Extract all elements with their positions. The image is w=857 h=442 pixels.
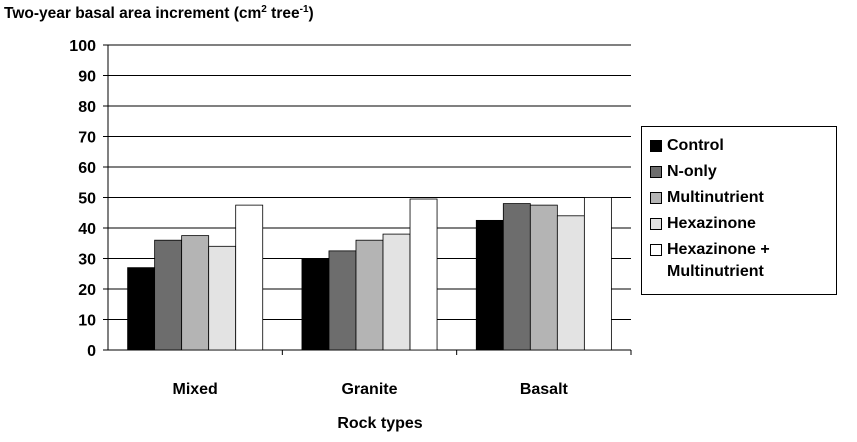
- chart-title-superscript-2: -1: [299, 4, 309, 15]
- x-tick-label: Granite: [341, 381, 397, 398]
- y-tick-label: 80: [78, 99, 96, 116]
- y-tick-label: 20: [78, 282, 96, 299]
- legend-swatch: [650, 192, 662, 204]
- bar: [355, 239, 384, 351]
- legend-swatch: [650, 166, 662, 178]
- bar: [208, 245, 237, 351]
- bar: [583, 197, 612, 351]
- y-tick-label: 0: [87, 343, 96, 360]
- y-tick-label: 60: [78, 160, 96, 177]
- legend-item: N-only: [650, 161, 836, 183]
- bar: [181, 235, 210, 351]
- legend-swatch: [650, 244, 662, 256]
- chart-title: Two-year basal area increment (cm2 tree-…: [4, 4, 314, 23]
- legend-item: Hexazinone + Multinutrient: [650, 239, 836, 283]
- legend-item: Multinutrient: [650, 187, 836, 209]
- y-tick-label: 30: [78, 252, 96, 269]
- bar: [328, 250, 357, 351]
- legend-label: N-only: [667, 163, 717, 180]
- bar: [127, 267, 156, 351]
- bar: [475, 219, 504, 351]
- chart-title-superscript-1: 2: [261, 4, 267, 15]
- bar: [556, 215, 585, 351]
- legend: Control N-only Multinutrient Hexazinone Hexa…: [641, 126, 837, 295]
- legend-label: Hexazinone: [667, 215, 756, 232]
- legend-swatch: [650, 140, 662, 152]
- bar: [409, 198, 438, 351]
- x-axis-label: Rock types: [337, 415, 423, 432]
- y-tick-label: 70: [78, 130, 96, 147]
- y-tick-label: 90: [78, 69, 96, 86]
- bar: [235, 204, 264, 351]
- x-tick-label: Mixed: [172, 381, 217, 398]
- legend-swatch: [650, 218, 662, 230]
- chart-title-text-end: ): [308, 5, 314, 23]
- y-tick-label: 10: [78, 313, 96, 330]
- legend-label: Control: [667, 137, 724, 154]
- y-tick-label: 100: [69, 38, 96, 55]
- bar: [529, 204, 558, 351]
- chart-title-text-mid: tree: [266, 5, 300, 23]
- bar: [301, 258, 330, 351]
- y-tick-label: 50: [78, 191, 96, 208]
- legend-item: Control: [650, 135, 836, 157]
- legend-label: Multinutrient: [667, 189, 764, 206]
- y-tick-label: 40: [78, 221, 96, 238]
- legend-label: Hexazinone + Multinutrient: [667, 241, 770, 280]
- chart-title-text: Two-year basal area increment (cm: [4, 5, 262, 23]
- x-tick-label: Basalt: [520, 381, 569, 398]
- bar: [382, 233, 411, 351]
- legend-item: Hexazinone: [650, 213, 836, 235]
- bar: [502, 203, 531, 351]
- bar: [154, 239, 183, 351]
